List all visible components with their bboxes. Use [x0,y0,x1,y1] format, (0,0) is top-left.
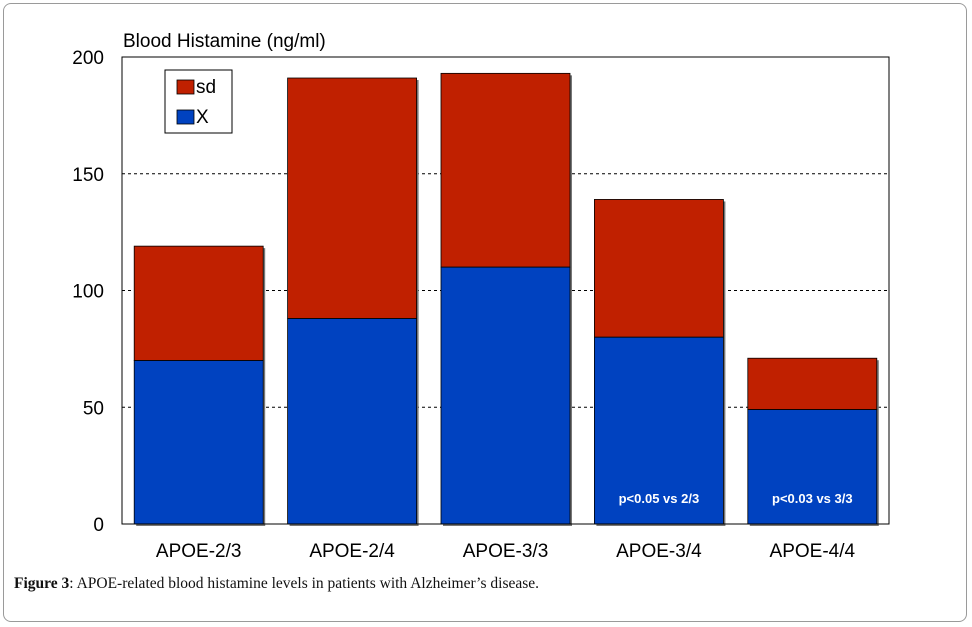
x-tick-label: APOE-3/3 [463,541,549,562]
bar-sd-APOE-4/4 [747,357,878,410]
bar-sd-APOE-2/3 [133,245,264,361]
legend-swatch-X [176,109,195,125]
y-tick-label: 200 [72,48,104,69]
legend-swatch-sd [176,79,195,95]
y-tick-label: 150 [72,165,104,186]
bar-x-APOE-2/4 [287,318,418,525]
x-tick-label: APOE-4/4 [770,541,856,562]
y-tick-label: 0 [93,515,104,536]
caption-text: : APOE-related blood histamine levels in… [69,575,540,592]
x-tick-label: APOE-2/4 [309,541,395,562]
bar-sd-APOE-3/3 [440,72,571,268]
bar-sd-APOE-3/4 [594,199,724,338]
bar-annotation: p<0.03 vs 3/3 [772,491,853,506]
bar-x-APOE-2/3 [133,360,264,525]
bar-x-APOE-3/3 [440,266,571,525]
bar-sd-APOE-2/4 [287,77,418,319]
legend-label: X [196,107,209,128]
plot-area: APOE-2/3 APOE-2/4 APOE-3/3 APOE-3/4 p<0.05 v… [72,48,890,562]
chart-title: Blood Histamine (ng/ml) [123,31,326,52]
bar-x-APOE-3/4 [594,336,724,525]
legend-box [164,69,233,134]
x-tick-label: APOE-3/4 [616,541,702,562]
bar-x-APOE-4/4 [747,409,878,525]
y-tick-label: 100 [72,282,104,303]
y-tick-label: 50 [83,398,104,419]
legend-label: sd [196,77,216,98]
chart: Blood Histamine (ng/ml) APOE-2/3 APOE-2/4… [72,31,890,562]
plot-frame [121,56,890,525]
bar-annotation: p<0.05 vs 2/3 [619,491,700,506]
x-tick-label: APOE-2/3 [156,541,242,562]
figure-caption: Figure 3: APOE-related blood histamine l… [14,575,539,593]
figure-label: Figure 3 [14,575,70,592]
